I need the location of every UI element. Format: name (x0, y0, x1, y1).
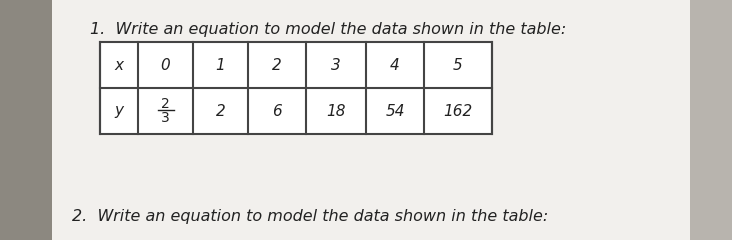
Text: 4: 4 (390, 58, 400, 72)
Text: 54: 54 (385, 103, 405, 119)
Bar (100, 42, 492, 134)
Text: 6: 6 (272, 103, 282, 119)
Text: 18: 18 (326, 103, 346, 119)
Text: 2: 2 (161, 97, 170, 111)
Text: x: x (114, 58, 124, 72)
Text: 1: 1 (216, 58, 225, 72)
Bar (0, 0, 52, 240)
Text: 0: 0 (160, 58, 171, 72)
Text: 2: 2 (272, 58, 282, 72)
Text: 3: 3 (331, 58, 341, 72)
Text: 2.  Write an equation to model the data shown in the table:: 2. Write an equation to model the data s… (72, 209, 548, 224)
Bar (52, 0, 690, 240)
Text: y: y (114, 103, 124, 119)
Text: 2: 2 (216, 103, 225, 119)
Text: 1.  Write an equation to model the data shown in the table:: 1. Write an equation to model the data s… (90, 22, 567, 37)
Text: 5: 5 (453, 58, 463, 72)
Bar (690, 0, 732, 240)
Text: 162: 162 (444, 103, 473, 119)
Text: 3: 3 (161, 111, 170, 125)
